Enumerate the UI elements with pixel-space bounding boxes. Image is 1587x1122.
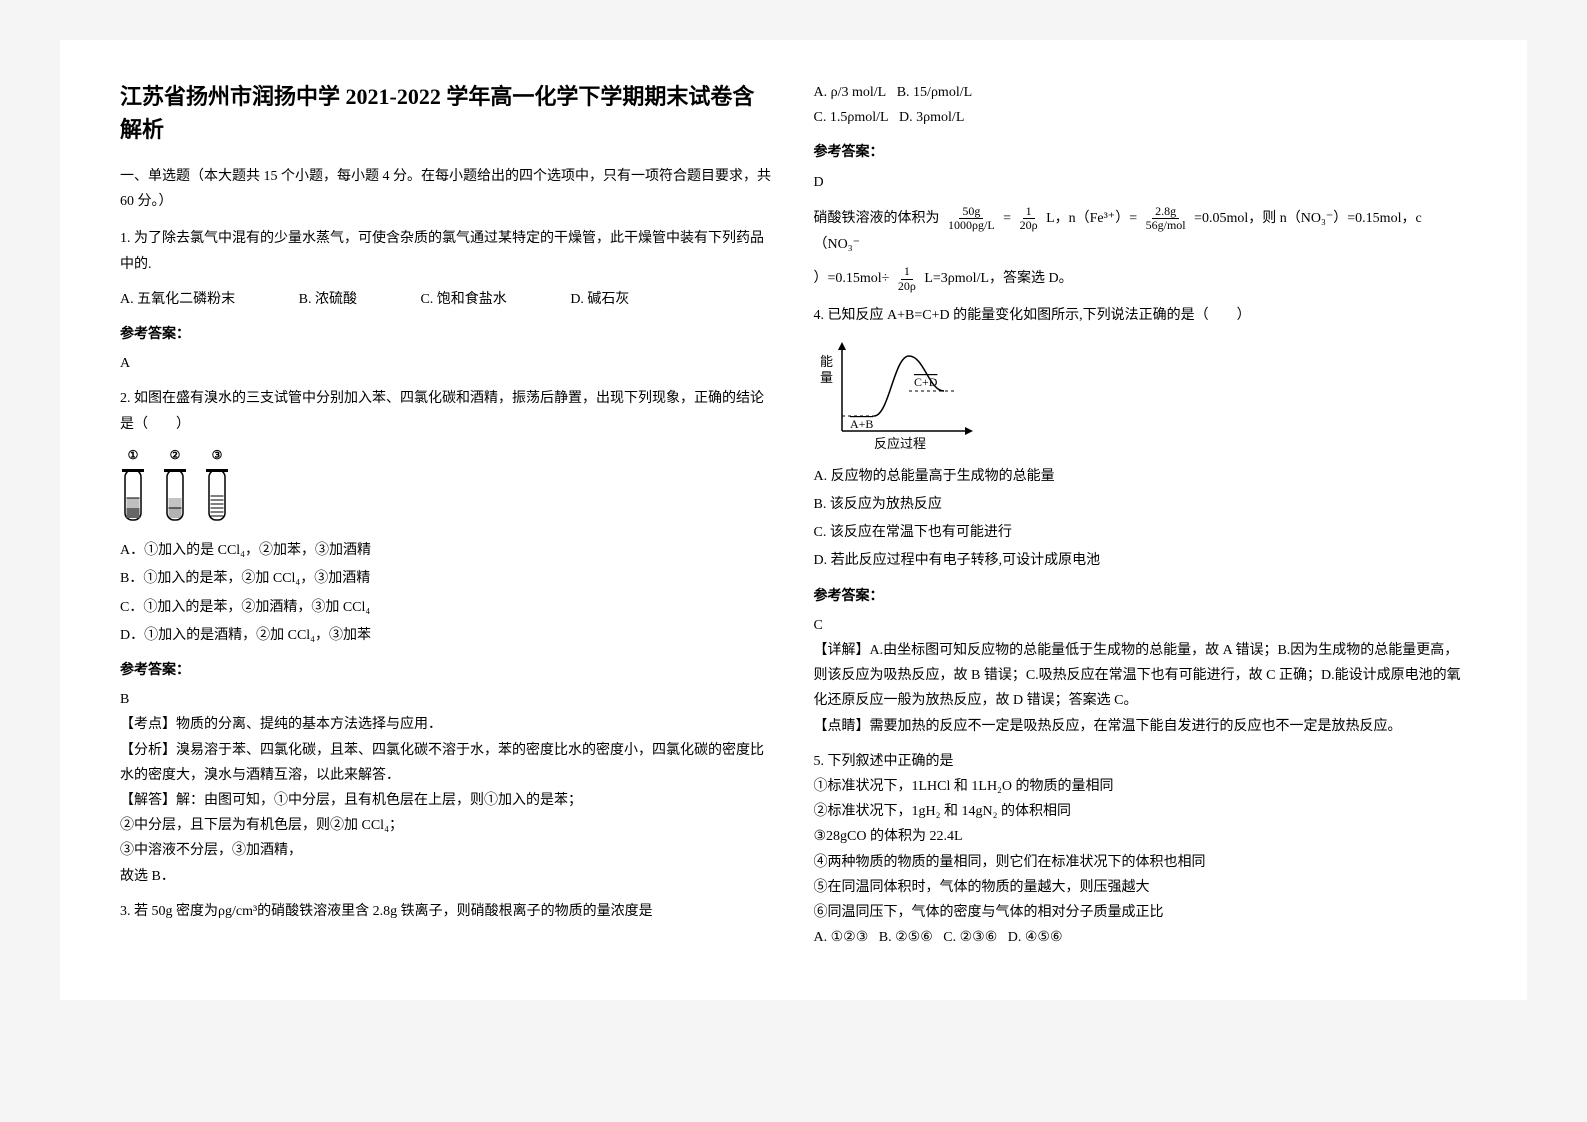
exam-title: 江苏省扬州市润扬中学 2021-2022 学年高一化学下学期期末试卷含解析 <box>120 80 774 146</box>
q2-jieda-1: 【解答】解：由图可知，①中分层，且有机色层在上层，则①加入的是苯； <box>120 788 774 813</box>
tube-1-icon <box>120 468 146 530</box>
q5-opt-d: D. ④⑤⑥ <box>1008 930 1063 945</box>
q1-opt-c: C. 饱和食盐水 <box>420 287 506 312</box>
q3-unit-l: L，n（Fe³⁺）= <box>1046 211 1137 226</box>
frac2-den: 20ρ <box>1017 219 1041 232</box>
q3-rest2: ）=0.15mol÷ <box>814 271 890 286</box>
question-1: 1. 为了除去氯气中混有的少量水蒸气，可使含杂质的氯气通过某特定的干燥管，此干燥… <box>120 226 774 312</box>
tube-3-label: ③ <box>212 445 223 467</box>
eq-sign: = <box>1003 211 1011 226</box>
q5-opt-a: A. ①②③ <box>814 930 869 945</box>
tube-1-label: ① <box>128 445 139 467</box>
q3-rest3: L=3ρmol/L，答案选 D。 <box>924 271 1072 286</box>
q3-options: A. ρ/3 mol/L B. 15/ρmol/L <box>814 80 1468 105</box>
q4-opt-c: C. 该反应在常温下也有可能进行 <box>814 520 1468 545</box>
q1-opt-a: A. 五氧化二磷粉末 <box>120 287 235 312</box>
q5-l6: ⑥同温同压下，气体的密度与气体的相对分子质量成正比 <box>814 900 1468 925</box>
fraction-1: 50g 1000ρg/L <box>945 205 998 232</box>
q2-jieda-4: 故选 B． <box>120 864 774 889</box>
q2-jieda-3: ③中溶液不分层，③加酒精， <box>120 838 774 863</box>
q5-l1: ①标准状况下，1LHCl 和 1LH₂O 的物质的量相同 <box>814 774 1468 799</box>
q4-opt-d: D. 若此反应过程中有电子转移,可设计成原电池 <box>814 548 1468 573</box>
q2-answer-label: 参考答案： <box>120 658 774 683</box>
frac4-num: 1 <box>901 265 913 279</box>
right-column: A. ρ/3 mol/L B. 15/ρmol/L C. 1.5ρmol/L D… <box>814 80 1468 960</box>
q4-opt-b: B. 该反应为放热反应 <box>814 492 1468 517</box>
question-5: 5. 下列叙述中正确的是 ①标准状况下，1LHCl 和 1LH₂O 的物质的量相… <box>814 749 1468 951</box>
tube-2: ② <box>162 445 188 531</box>
q5-l3: ③28gCO 的体积为 22.4L <box>814 824 1468 849</box>
q2-kaodian: 【考点】物质的分离、提纯的基本方法选择与应用． <box>120 712 774 737</box>
q2-options: A．①加入的是 CCl₄，②加苯，③加酒精 B．①加入的是苯，②加 CCl₄，③… <box>120 538 774 648</box>
q2-jieda-2: ②中分层，且下层为有机色层，则②加 CCl₄； <box>120 813 774 838</box>
test-tubes-figure: ① ② <box>120 445 774 531</box>
q3-answer-label: 参考答案： <box>814 140 1468 165</box>
q5-l2: ②标准状况下，1gH₂ 和 14gN₂ 的体积相同 <box>814 799 1468 824</box>
q4-opt-a: A. 反应物的总能量高于生成物的总能量 <box>814 464 1468 489</box>
exam-page: 江苏省扬州市润扬中学 2021-2022 学年高一化学下学期期末试卷含解析 一、… <box>60 40 1527 1000</box>
q2-opt-a: A．①加入的是 CCl₄，②加苯，③加酒精 <box>120 538 774 563</box>
q1-opt-b: B. 浓硫酸 <box>299 287 357 312</box>
q2-opt-c: C．①加入的是苯，②加酒精，③加 CCl₄ <box>120 595 774 620</box>
q2-fenxi: 【分析】溴易溶于苯、四氯化碳，且苯、四氯化碳不溶于水，苯的密度比水的密度小，四氯… <box>120 738 774 788</box>
fraction-3: 2.8g 56g/mol <box>1143 205 1189 232</box>
tube-3-icon <box>204 468 230 530</box>
q2-opt-d: D．①加入的是酒精，②加 CCl₄，③加苯 <box>120 623 774 648</box>
q5-opt-c: C. ②③⑥ <box>943 930 997 945</box>
frac1-num: 50g <box>959 205 983 219</box>
q4-answer: C <box>814 613 1468 638</box>
tube-2-label: ② <box>170 445 181 467</box>
left-column: 江苏省扬州市润扬中学 2021-2022 学年高一化学下学期期末试卷含解析 一、… <box>120 80 774 960</box>
frac3-den: 56g/mol <box>1143 219 1189 232</box>
frac2-num: 1 <box>1023 205 1035 219</box>
chart-cd-label: C+D <box>914 375 938 389</box>
fraction-4: 1 20ρ <box>895 265 919 292</box>
q1-answer: A <box>120 351 774 376</box>
q2-opt-b: B．①加入的是苯，②加 CCl₄，③加酒精 <box>120 566 774 591</box>
chart-y-label-2: 量 <box>820 370 833 385</box>
tube-2-icon <box>162 468 188 530</box>
q1-stem: 1. 为了除去氯气中混有的少量水蒸气，可使含杂质的氯气通过某特定的干燥管，此干燥… <box>120 226 774 276</box>
chart-x-label: 反应过程 <box>874 436 926 451</box>
q5-stem: 5. 下列叙述中正确的是 <box>814 749 1468 774</box>
q3-opt-b: B. 15/ρmol/L <box>897 85 972 100</box>
q3-options-2: C. 1.5ρmol/L D. 3ρmol/L <box>814 105 1468 130</box>
q5-l4: ④两种物质的物质的量相同，则它们在标准状况下的体积也相同 <box>814 850 1468 875</box>
q3-opt-c: C. 1.5ρmol/L <box>814 110 889 125</box>
question-3-stem: 3. 若 50g 密度为ρg/cm³的硝酸铁溶液里含 2.8g 铁离子，则硝酸根… <box>120 899 774 924</box>
tube-3: ③ <box>204 445 230 531</box>
frac4-den: 20ρ <box>895 280 919 293</box>
q4-stem: 4. 已知反应 A+B=C+D 的能量变化如图所示,下列说法正确的是（ ） <box>814 303 1468 328</box>
frac1-den: 1000ρg/L <box>945 219 998 232</box>
q3-opt-a: A. ρ/3 mol/L <box>814 85 887 100</box>
q5-options: A. ①②③ B. ②⑤⑥ C. ②③⑥ D. ④⑤⑥ <box>814 925 1468 950</box>
q4-answer-label: 参考答案： <box>814 584 1468 609</box>
q2-stem: 2. 如图在盛有溴水的三支试管中分别加入苯、四氯化碳和酒精，振荡后静置，出现下列… <box>120 386 774 436</box>
q3-explanation-line1: 硝酸铁溶液的体积为 50g 1000ρg/L = 1 20ρ L，n（Fe³⁺）… <box>814 205 1468 258</box>
chart-ab-label: A+B <box>850 417 873 431</box>
fraction-2: 1 20ρ <box>1017 205 1041 232</box>
energy-chart-svg: 能 量 C+D A+B 反应过程 <box>814 336 984 456</box>
q5-opt-b: B. ②⑤⑥ <box>879 930 933 945</box>
section-1-header: 一、单选题（本大题共 15 个小题，每小题 4 分。在每小题给出的四个选项中，只… <box>120 164 774 214</box>
chart-y-label: 能 <box>820 354 833 369</box>
q3-opt-d: D. 3ρmol/L <box>899 110 964 125</box>
energy-chart: 能 量 C+D A+B 反应过程 <box>814 336 1468 456</box>
tube-1: ① <box>120 445 146 531</box>
q4-dianqing: 【点睛】需要加热的反应不一定是吸热反应，在常温下能自发进行的反应也不一定是放热反… <box>814 714 1468 739</box>
q1-answer-label: 参考答案： <box>120 322 774 347</box>
question-2: 2. 如图在盛有溴水的三支试管中分别加入苯、四氯化碳和酒精，振荡后静置，出现下列… <box>120 386 774 648</box>
q3-exp-pre: 硝酸铁溶液的体积为 <box>814 211 940 226</box>
q3-explanation-line2: ）=0.15mol÷ 1 20ρ L=3ρmol/L，答案选 D。 <box>814 265 1468 292</box>
q3-answer: D <box>814 170 1468 195</box>
q1-opt-d: D. 碱石灰 <box>570 287 629 312</box>
frac3-num: 2.8g <box>1152 205 1179 219</box>
q5-l5: ⑤在同温同体积时，气体的物质的量越大，则压强越大 <box>814 875 1468 900</box>
question-4: 4. 已知反应 A+B=C+D 的能量变化如图所示,下列说法正确的是（ ） 能 … <box>814 303 1468 574</box>
q4-xiangjie: 【详解】A.由坐标图可知反应物的总能量低于生成物的总能量，故 A 错误；B.因为… <box>814 638 1468 714</box>
q2-answer: B <box>120 687 774 712</box>
